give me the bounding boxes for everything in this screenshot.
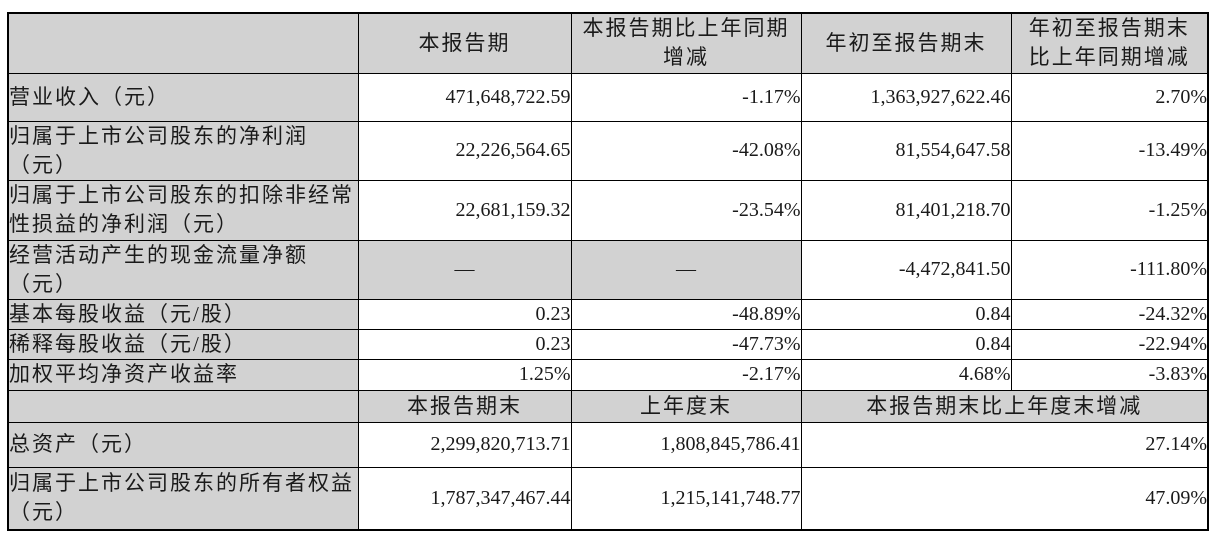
table-row: 归属于上市公司股东的所有者权益（元） 1,787,347,467.44 1,21…: [7, 466, 1209, 531]
header-current-period-yoy-change: 本报告期比上年同期 增减: [570, 12, 802, 74]
cell-value: -24.32%: [1010, 298, 1209, 330]
cell-value: -23.54%: [570, 179, 802, 241]
table-row: 总资产（元） 2,299,820,713.71 1,808,845,786.41…: [7, 421, 1209, 468]
header-change-vs-prior-year-end: 本报告期末比上年度末增减: [800, 389, 1209, 423]
cell-value: 0.23: [357, 298, 572, 330]
header-end-of-period: 本报告期末: [357, 389, 572, 423]
cell-value: 1,787,347,467.44: [357, 466, 572, 531]
section2-header-row: 本报告期末 上年度末 本报告期末比上年度末增减: [7, 389, 1209, 423]
label-diluted-eps: 稀释每股收益（元/股）: [7, 328, 359, 360]
cell-value: 27.14%: [800, 421, 1209, 468]
cell-value: 22,226,564.65: [357, 120, 572, 181]
label-basic-eps: 基本每股收益（元/股）: [7, 298, 359, 330]
label-net-profit-attributable: 归属于上市公司股东的净利润（元）: [7, 120, 359, 181]
financial-summary: 本报告期 本报告期比上年同期 增减 年初至报告期末 年初至报告期末 比上年同期增…: [7, 12, 1209, 531]
label-operating-revenue: 营业收入（元）: [7, 72, 359, 122]
table-row: 加权平均净资产收益率 1.25% -2.17% 4.68% -3.83%: [7, 358, 1209, 391]
table-row: 经营活动产生的现金流量净额（元） — — -4,472,841.50 -111.…: [7, 239, 1209, 300]
cell-value: -42.08%: [570, 120, 802, 181]
cell-value: -1.17%: [570, 72, 802, 122]
label-weighted-avg-roe: 加权平均净资产收益率: [7, 358, 359, 391]
cell-value: 471,648,722.59: [357, 72, 572, 122]
cell-value: -2.17%: [570, 358, 802, 391]
cell-value: -47.73%: [570, 328, 802, 360]
cell-value: -111.80%: [1010, 239, 1209, 300]
cell-value: -48.89%: [570, 298, 802, 330]
cell-value: 4.68%: [800, 358, 1012, 391]
cell-value: -3.83%: [1010, 358, 1209, 391]
cell-value: 1,808,845,786.41: [570, 421, 802, 468]
cell-value: 22,681,159.32: [357, 179, 572, 241]
cell-dash: —: [357, 239, 572, 300]
table-row: 营业收入（元） 471,648,722.59 -1.17% 1,363,927,…: [7, 72, 1209, 122]
header-current-period: 本报告期: [357, 12, 572, 74]
header-empty: [7, 12, 359, 74]
cell-value: 0.23: [357, 328, 572, 360]
cell-value: 81,401,218.70: [800, 179, 1012, 241]
cell-value: 1.25%: [357, 358, 572, 391]
cell-value: -22.94%: [1010, 328, 1209, 360]
label-net-profit-excl-nonrecurring: 归属于上市公司股东的扣除非经常性损益的净利润（元）: [7, 179, 359, 241]
cell-value: -13.49%: [1010, 120, 1209, 181]
table-row: 基本每股收益（元/股） 0.23 -48.89% 0.84 -24.32%: [7, 298, 1209, 330]
header-year-to-date-yoy-change: 年初至报告期末 比上年同期增减: [1010, 12, 1209, 74]
cell-value: -1.25%: [1010, 179, 1209, 241]
cell-value: 81,554,647.58: [800, 120, 1012, 181]
financial-summary-table: 本报告期 本报告期比上年同期 增减 年初至报告期末 年初至报告期末 比上年同期增…: [7, 12, 1209, 531]
table-row: 归属于上市公司股东的净利润（元） 22,226,564.65 -42.08% 8…: [7, 120, 1209, 181]
cell-value: 2,299,820,713.71: [357, 421, 572, 468]
section1-header-row: 本报告期 本报告期比上年同期 增减 年初至报告期末 年初至报告期末 比上年同期增…: [7, 12, 1209, 74]
cell-value: 1,363,927,622.46: [800, 72, 1012, 122]
header-end-of-prior-year: 上年度末: [570, 389, 802, 423]
cell-value: 0.84: [800, 328, 1012, 360]
table-row: 归属于上市公司股东的扣除非经常性损益的净利润（元） 22,681,159.32 …: [7, 179, 1209, 241]
cell-value: 1,215,141,748.77: [570, 466, 802, 531]
label-operating-cash-flow: 经营活动产生的现金流量净额（元）: [7, 239, 359, 300]
label-total-assets: 总资产（元）: [7, 421, 359, 468]
cell-value: -4,472,841.50: [800, 239, 1012, 300]
header-year-to-date: 年初至报告期末: [800, 12, 1012, 74]
cell-value: 47.09%: [800, 466, 1209, 531]
label-owners-equity-attributable: 归属于上市公司股东的所有者权益（元）: [7, 466, 359, 531]
cell-value: 2.70%: [1010, 72, 1209, 122]
cell-dash: —: [570, 239, 802, 300]
cell-value: 0.84: [800, 298, 1012, 330]
header-empty: [7, 389, 359, 423]
table-row: 稀释每股收益（元/股） 0.23 -47.73% 0.84 -22.94%: [7, 328, 1209, 360]
